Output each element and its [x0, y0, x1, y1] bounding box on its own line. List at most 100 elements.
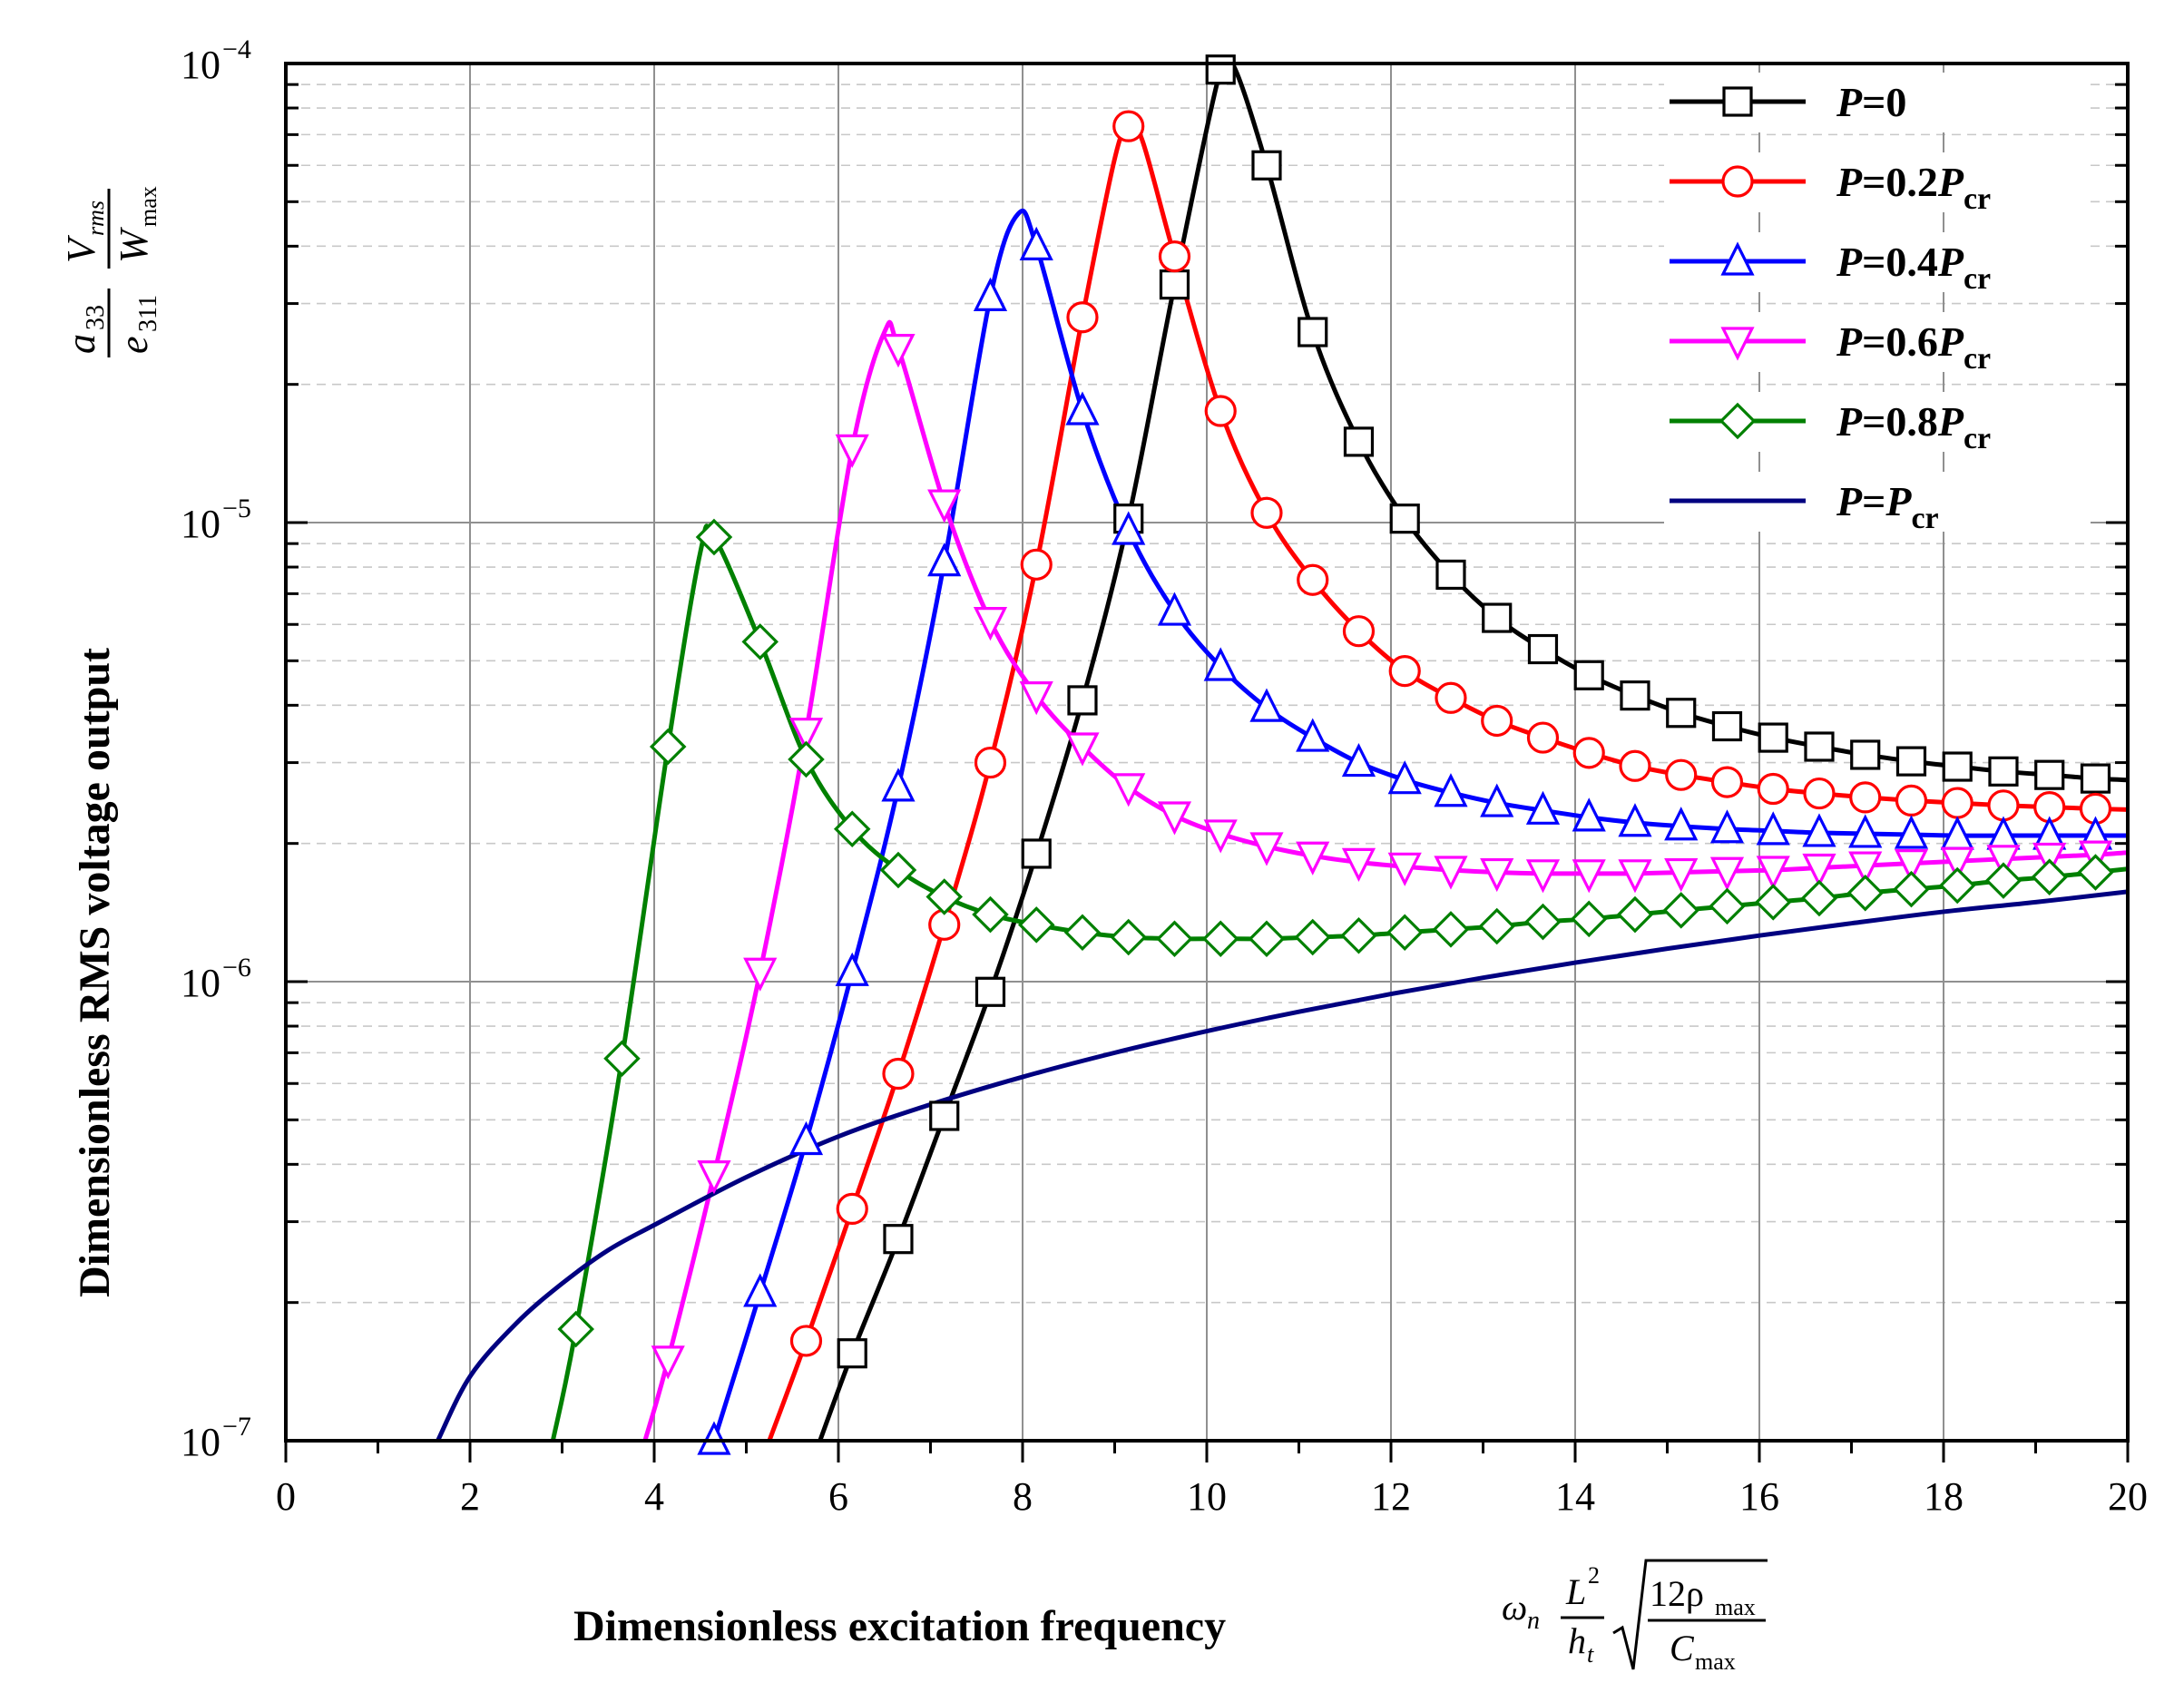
- series-0-point: [1482, 602, 1513, 633]
- series-2-point: [1065, 391, 1100, 426]
- series-1-point: [1435, 681, 1467, 714]
- series-3-point: [1986, 845, 2021, 879]
- x-axis-title-group: Dimensionless excitation frequency ω n L…: [573, 1559, 1768, 1675]
- legend-label-3: P=0.6Pcr: [1836, 318, 1991, 376]
- legend-label-1: P=0.2Pcr: [1836, 159, 1991, 216]
- series-0-point: [1435, 559, 1466, 591]
- y-tick-label: 10: [181, 43, 220, 87]
- legend-label-main: P: [1836, 478, 1863, 524]
- legend-marker-3: [1720, 327, 1755, 361]
- series-1-point: [836, 1192, 868, 1225]
- series-4-point: [926, 878, 963, 915]
- y-formula-w-sub: max: [135, 186, 162, 227]
- series-4-point: [603, 1040, 641, 1078]
- series-3-point: [1296, 841, 1330, 875]
- series-0-point: [1389, 504, 1420, 534]
- series-3-point: [1341, 847, 1376, 882]
- legend-label-p: P: [1937, 159, 1964, 205]
- marker-layer: [557, 54, 2114, 1455]
- series-4-point: [1294, 918, 1331, 956]
- legend-label-sub: cr: [1911, 502, 1938, 535]
- legend-label-rest: =0.2: [1862, 159, 1938, 205]
- series-4-point: [1340, 916, 1377, 954]
- x-tick-label: 18: [1924, 1474, 1964, 1519]
- series-4-point: [695, 518, 733, 556]
- series-2-point: [1249, 688, 1284, 722]
- series-4-point: [1524, 903, 1562, 941]
- series-1-point: [1619, 749, 1651, 782]
- series-3-point: [1802, 853, 1836, 888]
- series-3-point: [1756, 856, 1790, 890]
- series-2-point: [1572, 797, 1606, 832]
- series-0-point: [1573, 660, 1604, 690]
- series-1-point: [1941, 787, 1973, 819]
- series-2-point: [743, 1273, 778, 1307]
- series-2-point: [1480, 783, 1514, 817]
- y-formula-v-sub: rms: [83, 201, 109, 236]
- series-3-point: [1525, 859, 1561, 894]
- legend-label-sub: cr: [1964, 342, 1991, 376]
- series-3-point: [743, 957, 778, 992]
- series-1-point: [1757, 772, 1789, 806]
- x-tick-label: 6: [828, 1474, 848, 1519]
- series-0-point: [1159, 269, 1190, 300]
- series-0-point: [1804, 731, 1835, 762]
- x-tick-label: 16: [1739, 1474, 1779, 1519]
- x-formula-frac1-den-sub: t: [1587, 1641, 1594, 1668]
- series-1-point: [1020, 548, 1053, 581]
- series-1-point: [882, 1057, 915, 1091]
- legend-label-p: P: [1937, 318, 1964, 365]
- series-4-point: [649, 728, 687, 766]
- series-1-point: [1112, 110, 1145, 142]
- series-0-point: [2080, 763, 2111, 794]
- series-4-point: [1110, 918, 1147, 956]
- series-4-point: [833, 810, 871, 848]
- legend-label-2: P=0.4Pcr: [1836, 239, 1991, 296]
- series-2-point: [788, 1120, 824, 1156]
- legend-label-p: P: [1937, 398, 1964, 445]
- series-1-point: [1803, 777, 1836, 810]
- legend-label-rest: =0.8: [1862, 398, 1938, 445]
- series-0-point: [1067, 685, 1098, 716]
- legend-label-0: P=0: [1836, 79, 1906, 125]
- y-tick-label-exponent: −7: [222, 1412, 251, 1442]
- series-2-point: [1112, 511, 1146, 545]
- y-axis-title: Dimensionless RMS voltage output: [71, 648, 119, 1297]
- series-4-point: [1984, 862, 2022, 899]
- y-tick-label: 10: [181, 1420, 220, 1464]
- series-4-point: [557, 1310, 594, 1348]
- legend-label-rest: =: [1862, 478, 1885, 524]
- series-4-point: [788, 740, 825, 778]
- y-formula-e-sub: 311: [134, 295, 162, 332]
- series-4-point: [1063, 914, 1102, 952]
- series-0-point: [883, 1224, 914, 1255]
- x-axis-title: Dimensionless excitation frequency: [573, 1602, 1226, 1650]
- x-formula-frac1-num-sup: 2: [1588, 1562, 1600, 1589]
- series-2-point: [881, 768, 916, 802]
- legend-label-main: P: [1836, 239, 1863, 285]
- y-formula-e: e: [112, 336, 156, 354]
- series-1-point: [1342, 615, 1376, 648]
- series-3-point: [1112, 773, 1146, 807]
- legend-label-main: P: [1836, 398, 1863, 445]
- legend-label-4: P=0.8Pcr: [1836, 398, 1991, 455]
- series-0-point: [1850, 739, 1881, 770]
- series-3-point: [1065, 732, 1100, 767]
- y-tick-label: 10: [181, 961, 220, 1005]
- x-tick-label: 10: [1187, 1474, 1227, 1519]
- series-1-point: [1665, 758, 1698, 791]
- x-formula-sqrt-num: 12ρ: [1650, 1573, 1704, 1614]
- series-2-point: [1894, 815, 1929, 849]
- series-0-point: [2034, 759, 2065, 790]
- series-3-point: [1664, 857, 1699, 893]
- series-4-point: [1201, 920, 1239, 957]
- series-1-point: [789, 1325, 823, 1357]
- series-1-point: [1987, 789, 2020, 822]
- series-2-point: [1709, 809, 1745, 844]
- series-3-point: [973, 607, 1008, 641]
- series-3-point: [1894, 849, 1929, 884]
- series-1-point: [1066, 301, 1099, 334]
- series-5-line: [435, 889, 2128, 1441]
- y-tick-label-exponent: −5: [222, 494, 251, 523]
- y-formula-w: W: [112, 227, 156, 263]
